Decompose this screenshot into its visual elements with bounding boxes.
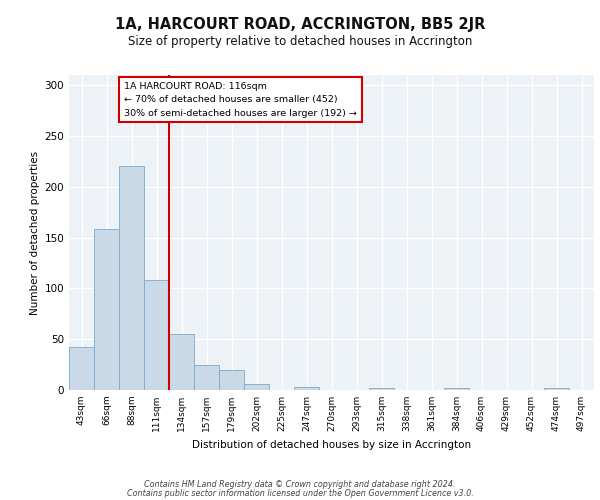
Bar (444, 388, 469, 390)
Bar (94, 230, 119, 390)
Bar (294, 387, 319, 390)
Bar (194, 364, 219, 390)
Text: Size of property relative to detached houses in Accrington: Size of property relative to detached ho… (128, 35, 472, 48)
Bar (144, 280, 169, 390)
Text: 1A HARCOURT ROAD: 116sqm
← 70% of detached houses are smaller (452)
30% of semi-: 1A HARCOURT ROAD: 116sqm ← 70% of detach… (124, 82, 357, 118)
Y-axis label: Number of detached properties: Number of detached properties (30, 150, 40, 314)
Text: Contains public sector information licensed under the Open Government Licence v3: Contains public sector information licen… (127, 488, 473, 498)
Bar (369, 388, 394, 390)
Text: 1A, HARCOURT ROAD, ACCRINGTON, BB5 2JR: 1A, HARCOURT ROAD, ACCRINGTON, BB5 2JR (115, 18, 485, 32)
Bar (219, 370, 244, 390)
Bar (544, 388, 569, 390)
X-axis label: Distribution of detached houses by size in Accrington: Distribution of detached houses by size … (192, 440, 471, 450)
Bar (244, 384, 269, 390)
Bar (119, 166, 144, 390)
Text: Contains HM Land Registry data © Crown copyright and database right 2024.: Contains HM Land Registry data © Crown c… (144, 480, 456, 489)
Bar (169, 334, 194, 390)
Bar (69, 348, 94, 390)
